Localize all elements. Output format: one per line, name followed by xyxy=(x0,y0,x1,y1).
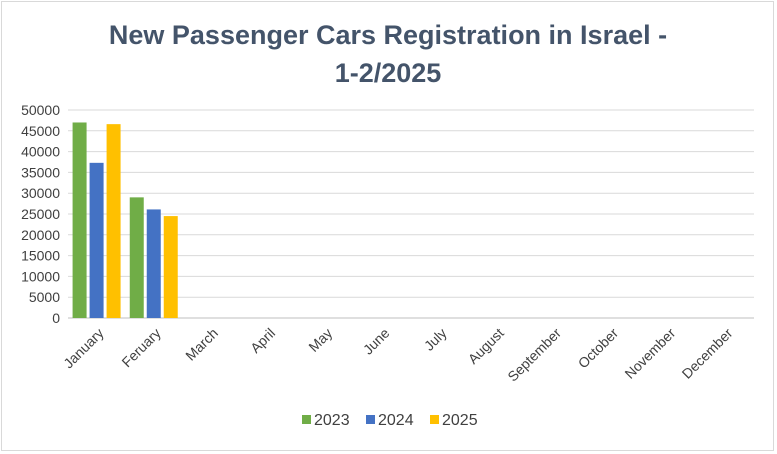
chart-title-line-2: 1-2/2025 xyxy=(335,58,442,88)
x-tick-label: March xyxy=(182,325,221,364)
chart-title-line-1: New Passenger Cars Registration in Israe… xyxy=(109,20,667,50)
y-tick-label: 10000 xyxy=(21,268,60,284)
x-tick-label: November xyxy=(621,325,678,382)
x-tick-label: June xyxy=(360,325,393,358)
x-tick-label: October xyxy=(575,325,622,372)
gridlines xyxy=(68,109,754,319)
bar-2024-january xyxy=(89,162,104,318)
y-tick-label: 30000 xyxy=(21,185,60,201)
bar-2023-january xyxy=(72,122,87,318)
x-tick-label: December xyxy=(679,325,736,382)
x-tick-label: January xyxy=(60,325,107,372)
x-tick-label: July xyxy=(421,325,450,354)
y-tick-label: 5000 xyxy=(29,289,60,305)
x-tick-label: Feruary xyxy=(118,325,163,370)
x-tick-label: August xyxy=(465,325,507,367)
bar-2025-january xyxy=(106,124,121,318)
bar-2025-feruary xyxy=(163,216,178,318)
y-tick-label: 40000 xyxy=(21,144,60,160)
legend-label-2024: 2024 xyxy=(378,412,414,429)
legend-label-2025: 2025 xyxy=(442,412,478,429)
x-axis-ticks: January Feruary March April May June July Augus… xyxy=(60,325,736,385)
bars xyxy=(72,122,178,318)
legend-swatch-2025 xyxy=(430,415,439,424)
x-tick-label: September xyxy=(504,325,564,385)
legend-swatch-2023 xyxy=(302,415,311,424)
y-axis-ticks: 0 5000 10000 15000 20000 25000 30000 35000 40000… xyxy=(21,102,60,326)
y-tick-label: 15000 xyxy=(21,248,60,264)
legend-swatch-2024 xyxy=(366,415,375,424)
y-tick-label: 20000 xyxy=(21,227,60,243)
x-tick-label: April xyxy=(247,325,278,356)
y-tick-label: 50000 xyxy=(21,102,60,118)
bar-2023-feruary xyxy=(129,197,144,318)
y-tick-label: 35000 xyxy=(21,164,60,180)
y-tick-label: 0 xyxy=(52,310,60,326)
y-tick-label: 45000 xyxy=(21,123,60,139)
x-tick-label: May xyxy=(305,325,335,355)
y-tick-label: 25000 xyxy=(21,206,60,222)
bar-2024-feruary xyxy=(146,209,161,318)
legend-label-2023: 2023 xyxy=(314,412,350,429)
legend: 2023 2024 2025 xyxy=(302,412,478,429)
